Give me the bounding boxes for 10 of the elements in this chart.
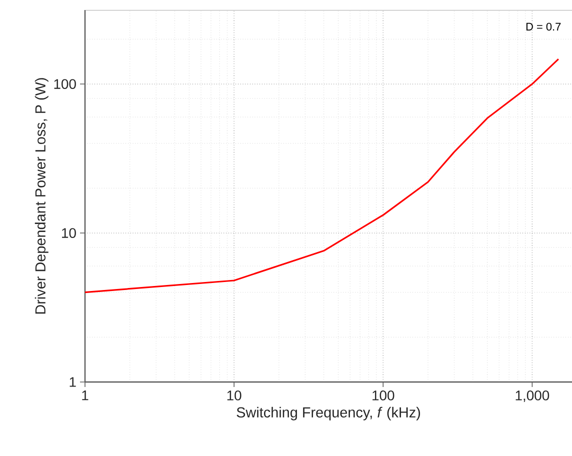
x-tick-label: 1,000 [516,390,550,402]
y-tick-label: 10 [62,228,76,238]
x-axis-title: Switching Frequency, f (kHz) [236,406,420,420]
y-tick-label: 100 [54,79,76,89]
x-tick-label: 100 [372,390,394,400]
annotation: D = 0.7 [526,22,561,31]
x-tick-label: 1 [82,390,88,400]
y-tick-label: 1 [70,377,76,387]
x-tick-label: 10 [227,390,242,400]
y-axis-title: Driver Dependant Power Loss, P (W) [34,78,48,314]
